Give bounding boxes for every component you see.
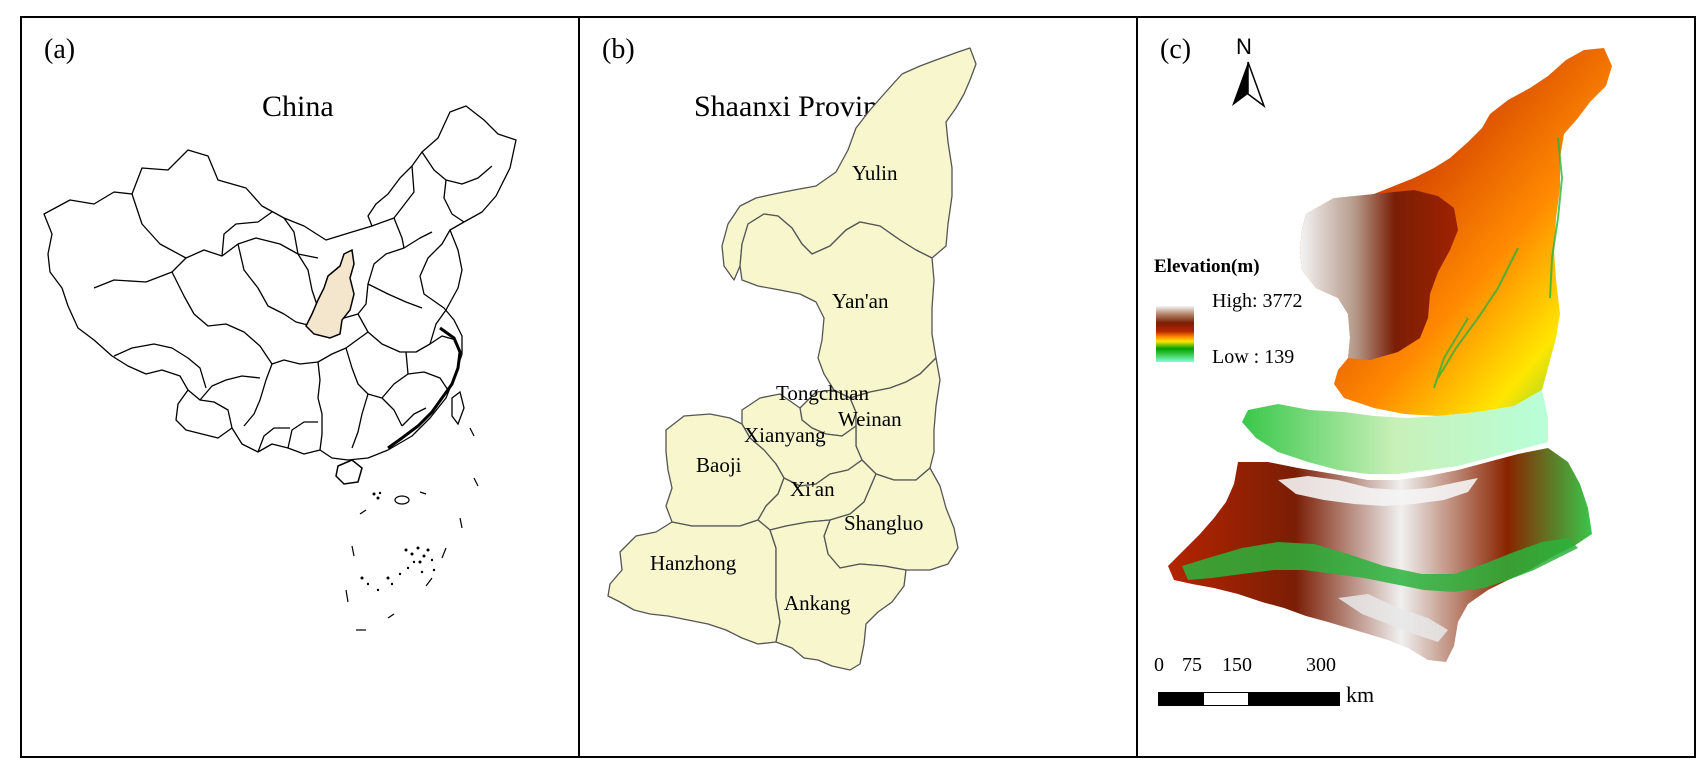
china-outline [43, 105, 517, 461]
city-labels: Yulin Yan'an Tongchuan Weinan Xianyang B… [650, 161, 923, 615]
china-map-svg [43, 105, 517, 631]
label-xian: Xi'an [790, 477, 835, 501]
panel-letter-b: (b) [602, 34, 635, 65]
label-weinan: Weinan [838, 407, 902, 431]
label-tongchuan: Tongchuan [776, 381, 870, 405]
scale-tick-75: 75 [1182, 654, 1202, 676]
elevation-wei-valley [1242, 390, 1548, 474]
label-ankang: Ankang [784, 591, 851, 615]
scale-tick-0: 0 [1154, 654, 1164, 676]
label-hanzhong: Hanzhong [650, 551, 737, 575]
scale-bar-segment-3 [1248, 692, 1340, 706]
label-yulin: Yulin [852, 161, 898, 185]
panel-china-map: (a) China [20, 16, 580, 758]
panel-elevation-map: (c) N [1136, 16, 1696, 758]
panel-title-china: China [262, 90, 334, 123]
label-xianyang: Xianyang [744, 423, 826, 447]
north-label: N [1236, 34, 1252, 59]
elevation-map-svg [1168, 48, 1612, 662]
label-yanan: Yan'an [832, 289, 889, 313]
scale-bar-segment-1 [1158, 692, 1204, 706]
scale-bar-segment-2 [1203, 692, 1249, 706]
elevation-northwest [1300, 190, 1458, 360]
region-hanzhong [607, 519, 781, 645]
scale-tick-300: 300 [1306, 654, 1336, 676]
scale-unit: km [1346, 682, 1375, 707]
label-shangluo: Shangluo [844, 511, 923, 535]
panel-shaanxi-province: (b) Shaanxi Province [578, 16, 1138, 758]
region-yanan [739, 213, 937, 399]
legend-high-label: High: 3772 [1212, 290, 1303, 312]
legend-low-label: Low : 139 [1212, 346, 1295, 368]
legend-color-ramp [1156, 306, 1194, 362]
hainan-island [335, 459, 363, 485]
elevation-qinling-peaks [1278, 476, 1478, 506]
region-ankang [769, 519, 907, 671]
panel-letter-c: (c) [1160, 34, 1192, 65]
legend-title: Elevation(m) [1154, 256, 1260, 277]
label-baoji: Baoji [696, 453, 742, 477]
elevation-han-valley [1182, 538, 1578, 592]
shaanxi-map-svg: Yulin Yan'an Tongchuan Weinan Xianyang B… [607, 47, 977, 671]
north-arrow-icon [1232, 61, 1266, 109]
panel-letter-a: (a) [44, 34, 76, 65]
taiwan-island [451, 390, 465, 426]
scale-tick-150: 150 [1222, 654, 1252, 676]
elevation-south [1168, 448, 1592, 662]
shaanxi-highlight [305, 248, 355, 339]
